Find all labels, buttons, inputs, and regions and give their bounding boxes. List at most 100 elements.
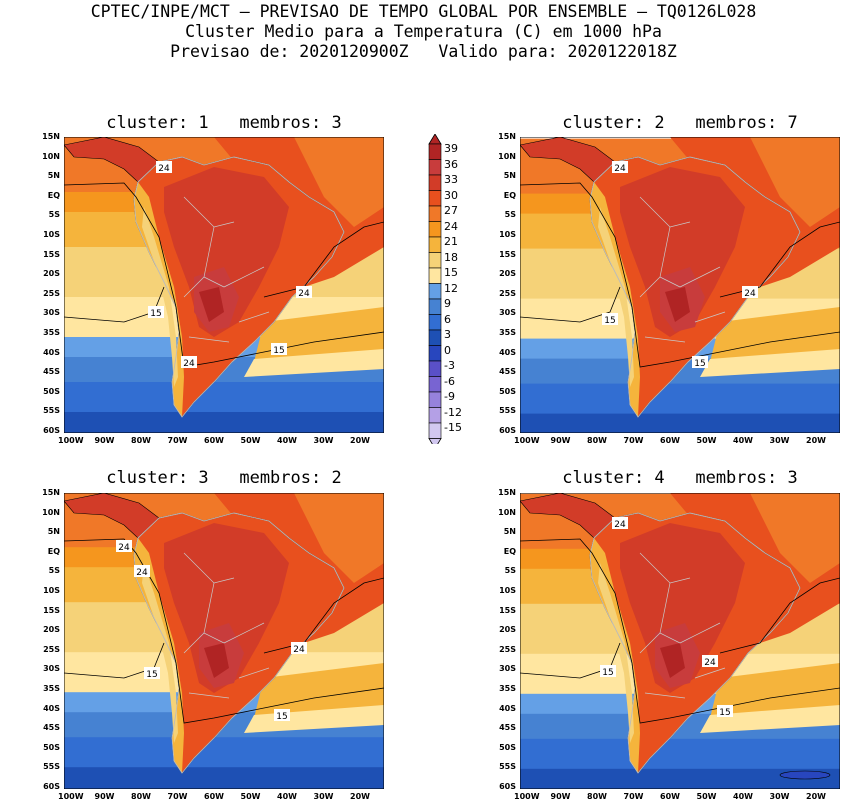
lat-label: EQ [503, 546, 516, 556]
colorbar-swatch [428, 159, 442, 176]
lon-label: 100W [514, 792, 540, 801]
colorbar-swatch [428, 360, 442, 377]
lat-label: 55S [499, 762, 516, 772]
lon-label: 30W [769, 436, 790, 445]
colorbar-swatch [428, 314, 442, 331]
lat-label: 25S [43, 644, 60, 654]
lat-label: 5N [503, 171, 516, 181]
lon-label: 40W [277, 436, 297, 445]
lat-label: 5S [504, 566, 516, 576]
colorbar-swatch [428, 376, 442, 393]
svg-text:24: 24 [614, 164, 626, 174]
lat-label: 30S [499, 308, 516, 318]
lon-label: 20W [350, 436, 370, 445]
colorbar-label: 3 [444, 328, 451, 341]
colorbar [428, 134, 442, 444]
lat-label: 50S [499, 742, 516, 752]
colorbar-label: -6 [444, 374, 455, 388]
lon-label: 80W [131, 792, 151, 801]
lat-label: 60S [499, 426, 516, 435]
colorbar-label: 9 [444, 297, 451, 310]
lon-label: 50W [240, 436, 261, 445]
colorbar-swatch [428, 267, 442, 284]
lat-label: 15N [42, 488, 60, 497]
lat-label: EQ [47, 546, 60, 556]
map-2: 24 24 15 15 [520, 137, 840, 433]
contour-label: 15 [148, 306, 164, 319]
lat-label: 40S [43, 347, 60, 357]
lat-label: 30S [43, 664, 60, 674]
contour-label: 24 [702, 655, 718, 668]
panel-title-4: cluster: 4 membros: 3 [562, 468, 798, 488]
lon-label: 80W [587, 436, 607, 445]
lat-label: 15N [498, 488, 516, 497]
colorbar-label: 15 [444, 266, 458, 279]
lat-label: 5N [47, 171, 60, 181]
lat-label: EQ [503, 190, 516, 200]
contour-label: 24 [116, 540, 132, 553]
map-panel-1: 24 24 15 24 15 [64, 137, 384, 433]
lat-label: 55S [499, 406, 516, 416]
svg-text:24: 24 [136, 568, 148, 578]
colorbar-swatch [428, 329, 442, 346]
svg-text:24: 24 [293, 645, 305, 655]
colorbar-top-arrow [428, 134, 442, 145]
colorbar-swatch [428, 298, 442, 315]
lon-label: 50W [696, 792, 717, 801]
lat-label: 35S [43, 684, 60, 693]
colorbar-label: 30 [444, 188, 458, 202]
contour-label: 15 [717, 705, 733, 718]
lat-label: 5S [504, 210, 516, 220]
colorbar-swatch [428, 205, 442, 222]
contour-label: 24 [156, 161, 172, 174]
colorbar-swatch [428, 345, 442, 362]
svg-text:24: 24 [118, 543, 130, 553]
colorbar-label: -15 [444, 421, 462, 434]
lon-label: 60W [660, 792, 680, 801]
colorbar-swatch [428, 422, 442, 439]
lon-label: 30W [313, 436, 334, 445]
lon-label: 90W [550, 436, 571, 445]
lon-label: 40W [733, 792, 753, 801]
lon-label: 70W [167, 792, 188, 801]
colorbar-label: 24 [444, 219, 458, 233]
colorbar-swatch [428, 143, 442, 160]
lat-label: 10N [42, 151, 60, 161]
colorbar-swatch [428, 283, 442, 300]
lon-label: 80W [131, 436, 151, 445]
svg-text:24: 24 [744, 289, 756, 299]
lon-label: 20W [806, 436, 826, 445]
colorbar-label: 36 [444, 157, 458, 171]
lat-label: 40S [499, 703, 516, 713]
lon-label: 100W [514, 436, 540, 445]
lat-label: 5N [47, 527, 60, 537]
svg-text:15: 15 [146, 670, 157, 680]
lat-label: 5N [503, 527, 516, 537]
lon-label: 40W [277, 792, 297, 801]
lat-label: 50S [499, 386, 516, 396]
lat-label: 15S [499, 605, 516, 615]
lon-label: 90W [550, 792, 571, 801]
lat-label: 20S [43, 269, 60, 279]
contour-label: 24 [612, 161, 628, 174]
colorbar-label: 18 [444, 250, 458, 264]
lat-label: 10S [43, 586, 60, 595]
lat-label: 5S [48, 210, 60, 220]
svg-text:24: 24 [298, 289, 310, 299]
lat-label: 10S [499, 586, 516, 595]
lat-label: 20S [499, 625, 516, 635]
lat-label: 10N [498, 507, 516, 517]
map-4: 24 24 15 15 [520, 493, 840, 789]
lat-label: 10N [498, 151, 516, 161]
svg-text:15: 15 [694, 359, 705, 369]
contour-label: 15 [602, 313, 618, 326]
contour-label: 15 [600, 665, 616, 678]
lat-label: 10N [42, 507, 60, 517]
lat-label: 25S [43, 288, 60, 298]
lat-label: 30S [43, 308, 60, 318]
lat-label: 15N [498, 132, 516, 141]
lat-label: 45S [499, 367, 516, 377]
svg-text:15: 15 [150, 309, 161, 319]
header-line-1: CPTEC/INPE/MCT – PREVISAO DE TEMPO GLOBA… [90, 2, 757, 21]
lat-label: 35S [43, 328, 60, 337]
